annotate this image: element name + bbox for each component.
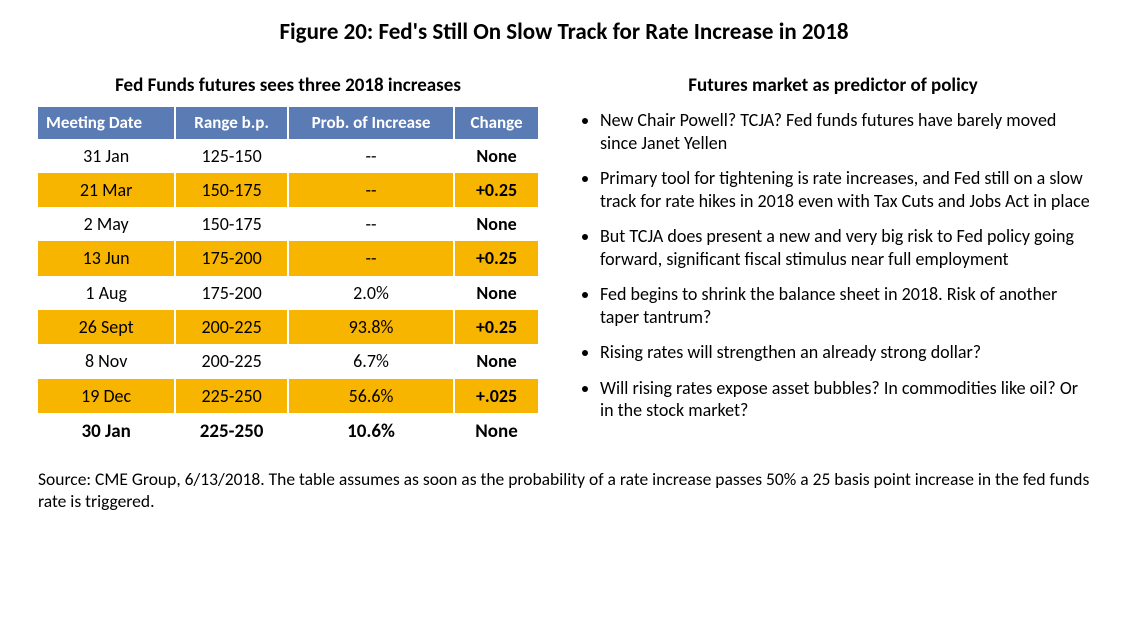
cell-range: 225-250 xyxy=(175,379,288,413)
figure-title: Figure 20: Fed's Still On Slow Track for… xyxy=(38,18,1090,46)
table-row: 30 Jan225-25010.6%None xyxy=(38,413,538,450)
bullet-item: But TCJA does present a new and very big… xyxy=(600,225,1090,270)
fed-funds-table: Meeting Date Range b.p. Prob. of Increas… xyxy=(38,107,538,450)
table-row: 21 Mar150-175--+0.25 xyxy=(38,173,538,207)
col-prob-increase: Prob. of Increase xyxy=(288,107,454,139)
two-column-layout: Fed Funds futures sees three 2018 increa… xyxy=(38,74,1090,450)
col-change: Change xyxy=(454,107,538,139)
cell-range: 150-175 xyxy=(175,173,288,207)
cell-change: +0.25 xyxy=(454,310,538,344)
table-row: 8 Nov200-2256.7%None xyxy=(38,344,538,378)
cell-range: 200-225 xyxy=(175,344,288,378)
table-row: 19 Dec225-25056.6%+.025 xyxy=(38,379,538,413)
cell-prob: -- xyxy=(288,139,454,173)
cell-date: 30 Jan xyxy=(38,413,175,450)
cell-range: 225-250 xyxy=(175,413,288,450)
cell-change: None xyxy=(454,207,538,241)
cell-prob: -- xyxy=(288,173,454,207)
cell-date: 21 Mar xyxy=(38,173,175,207)
cell-date: 8 Nov xyxy=(38,344,175,378)
bullet-item: Fed begins to shrink the balance sheet i… xyxy=(600,283,1090,328)
table-row: 31 Jan125-150--None xyxy=(38,139,538,173)
cell-change: +.025 xyxy=(454,379,538,413)
table-column: Fed Funds futures sees three 2018 increa… xyxy=(38,74,538,450)
cell-prob: 6.7% xyxy=(288,344,454,378)
bullet-item: Primary tool for tightening is rate incr… xyxy=(600,167,1090,212)
cell-prob: 2.0% xyxy=(288,276,454,310)
cell-range: 125-150 xyxy=(175,139,288,173)
cell-range: 175-200 xyxy=(175,241,288,275)
cell-change: None xyxy=(454,344,538,378)
cell-date: 31 Jan xyxy=(38,139,175,173)
col-meeting-date: Meeting Date xyxy=(38,107,175,139)
cell-date: 13 Jun xyxy=(38,241,175,275)
cell-change: +0.25 xyxy=(454,173,538,207)
bullet-item: Will rising rates expose asset bubbles? … xyxy=(600,377,1090,422)
bullet-item: Rising rates will strengthen an already … xyxy=(600,341,1090,364)
cell-date: 19 Dec xyxy=(38,379,175,413)
cell-date: 26 Sept xyxy=(38,310,175,344)
bullet-item: New Chair Powell? TCJA? Fed funds future… xyxy=(600,109,1090,154)
table-row: 13 Jun175-200--+0.25 xyxy=(38,241,538,275)
cell-range: 175-200 xyxy=(175,276,288,310)
cell-prob: 10.6% xyxy=(288,413,454,450)
col-range-bp: Range b.p. xyxy=(175,107,288,139)
cell-change: +0.25 xyxy=(454,241,538,275)
cell-prob: -- xyxy=(288,241,454,275)
source-note: Source: CME Group, 6/13/2018. The table … xyxy=(38,468,1090,514)
cell-range: 150-175 xyxy=(175,207,288,241)
table-heading: Fed Funds futures sees three 2018 increa… xyxy=(38,74,538,97)
cell-prob: 93.8% xyxy=(288,310,454,344)
bullets-list: New Chair Powell? TCJA? Fed funds future… xyxy=(576,109,1090,422)
table-header-row: Meeting Date Range b.p. Prob. of Increas… xyxy=(38,107,538,139)
cell-change: None xyxy=(454,413,538,450)
table-row: 1 Aug175-2002.0%None xyxy=(38,276,538,310)
cell-prob: 56.6% xyxy=(288,379,454,413)
table-row: 2 May150-175--None xyxy=(38,207,538,241)
cell-prob: -- xyxy=(288,207,454,241)
cell-change: None xyxy=(454,139,538,173)
bullets-column: Futures market as predictor of policy Ne… xyxy=(576,74,1090,450)
table-row: 26 Sept200-22593.8%+0.25 xyxy=(38,310,538,344)
cell-range: 200-225 xyxy=(175,310,288,344)
cell-change: None xyxy=(454,276,538,310)
cell-date: 1 Aug xyxy=(38,276,175,310)
cell-date: 2 May xyxy=(38,207,175,241)
bullets-heading: Futures market as predictor of policy xyxy=(576,74,1090,97)
